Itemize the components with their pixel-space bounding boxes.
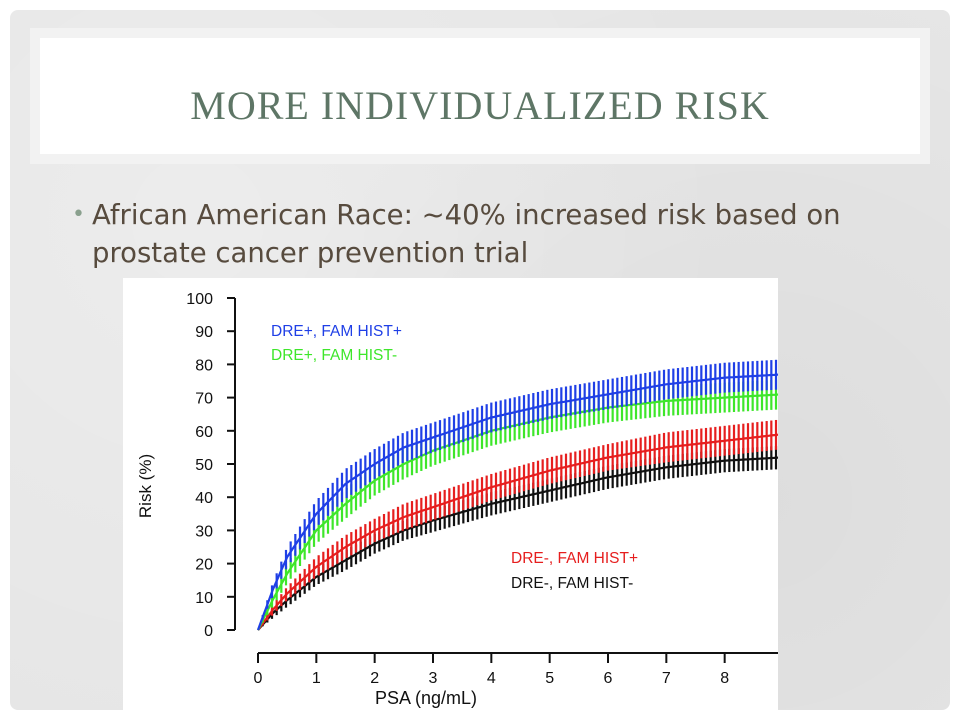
x-tick-label: 6: [604, 670, 613, 687]
y-tick-label: 40: [195, 490, 213, 507]
y-axis-label: Risk (%): [136, 454, 155, 518]
x-tick-label: 7: [662, 670, 671, 687]
chart-axes: 01020304050607080901000123456789: [186, 291, 787, 687]
y-tick-label: 10: [195, 590, 213, 607]
x-tick-label: 8: [720, 670, 729, 687]
title-box: MORE INDIVIDUALIZED RISK: [30, 28, 930, 164]
series-2: [257, 419, 784, 631]
x-tick-label: 0: [254, 670, 263, 687]
y-tick-label: 30: [195, 523, 213, 540]
y-tick-label: 90: [195, 324, 213, 341]
x-tick-label: 4: [487, 670, 496, 687]
chart-series: [256, 359, 784, 631]
y-tick-label: 50: [195, 457, 213, 474]
chart-area: 01020304050607080901000123456789 DRE+, F…: [123, 278, 788, 710]
slide-title: MORE INDIVIDUALIZED RISK: [190, 83, 770, 128]
x-axis-label: PSA (ng/mL): [375, 688, 477, 708]
y-tick-label: 70: [195, 391, 213, 408]
risk-chart: 01020304050607080901000123456789 DRE+, F…: [136, 291, 788, 708]
bullet-icon: •: [72, 202, 85, 227]
x-tick-label: 5: [545, 670, 554, 687]
bullet-item: African American Race: ~40% increased ri…: [92, 199, 841, 269]
y-tick-label: 100: [186, 291, 213, 308]
chart-legend: DRE+, FAM HIST+ DRE+, FAM HIST- DRE-, FAM …: [271, 323, 638, 592]
legend-entry: DRE-, FAM HIST-: [511, 575, 633, 592]
series-3: [257, 445, 784, 631]
legend-entry: DRE+, FAM HIST-: [271, 347, 397, 364]
x-tick-label: 2: [370, 670, 379, 687]
series-line: [257, 456, 784, 631]
series-0: [256, 359, 784, 631]
legend-entry: DRE-, FAM HIST+: [511, 550, 638, 567]
y-tick-label: 60: [195, 424, 213, 441]
y-tick-label: 80: [195, 357, 213, 374]
legend-entry: DRE+, FAM HIST+: [271, 323, 402, 340]
y-tick-label: 20: [195, 557, 213, 574]
x-tick-label: 1: [312, 670, 321, 687]
series-1: [257, 379, 784, 631]
series-line: [257, 393, 784, 631]
x-tick-label: 3: [429, 670, 438, 687]
y-tick-label: 0: [204, 623, 213, 640]
